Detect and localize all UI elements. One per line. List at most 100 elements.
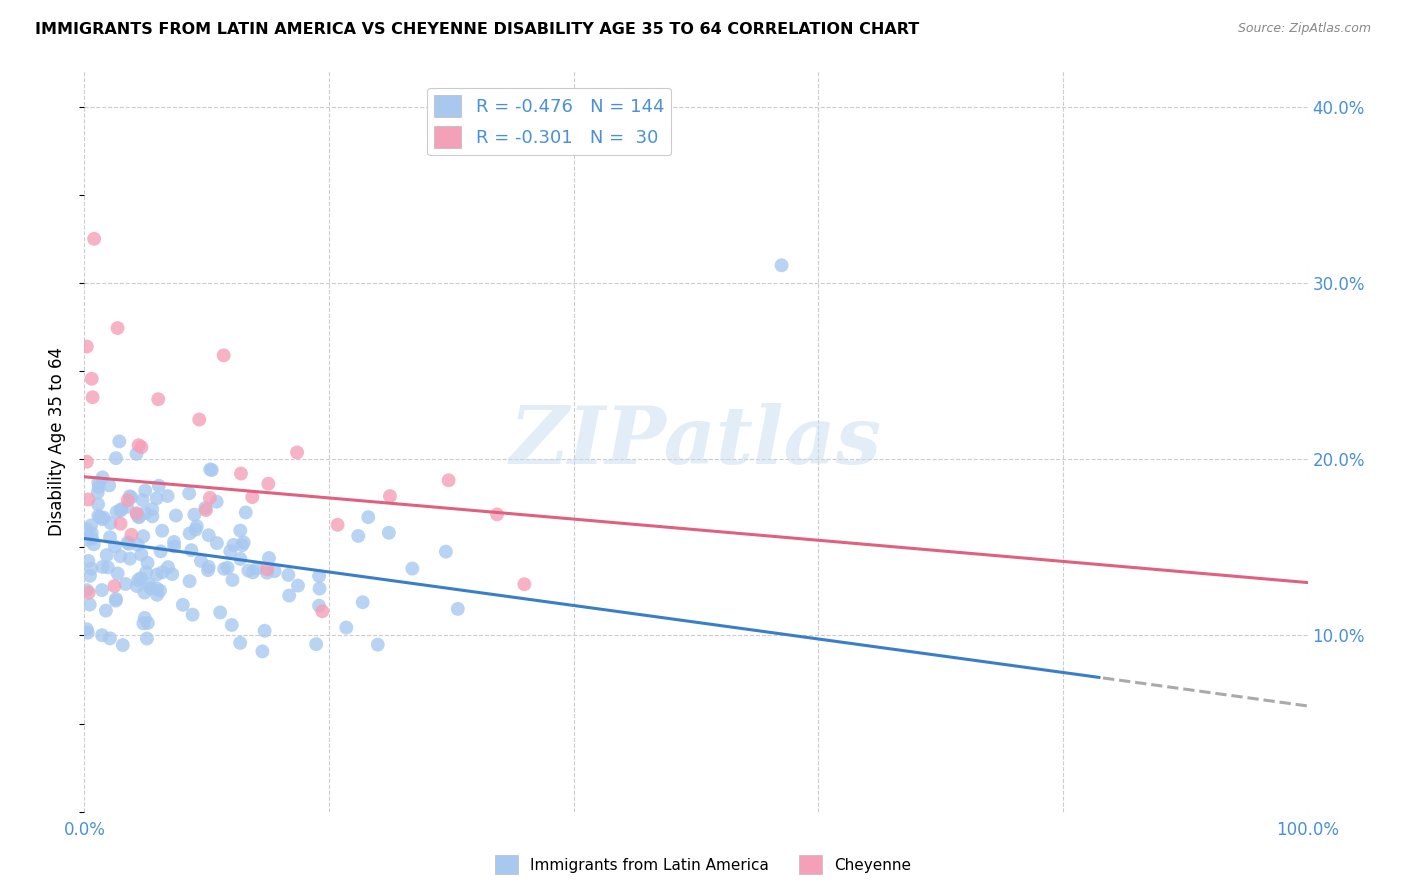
Point	[181, 607, 204, 622]
Point	[110, 549, 132, 564]
Point	[108, 434, 131, 449]
Point	[125, 447, 148, 461]
Point	[118, 537, 141, 551]
Point	[222, 538, 245, 552]
Point	[120, 527, 142, 541]
Point	[235, 505, 257, 519]
Point	[205, 494, 228, 508]
Point	[146, 567, 169, 582]
Point	[104, 593, 127, 607]
Point	[91, 470, 114, 484]
Point	[94, 604, 117, 618]
Point	[89, 510, 111, 524]
Point	[163, 540, 186, 554]
Point	[180, 543, 202, 558]
Point	[100, 516, 122, 530]
Point	[80, 372, 103, 386]
Point	[263, 564, 285, 578]
Point	[252, 644, 274, 658]
Point	[188, 412, 211, 426]
Point	[486, 508, 509, 522]
Point	[82, 390, 104, 404]
Point	[104, 540, 127, 554]
Point	[134, 506, 156, 520]
Point	[125, 506, 148, 520]
Point	[128, 509, 150, 524]
Point	[197, 559, 219, 574]
Point	[149, 583, 172, 598]
Point	[125, 579, 148, 593]
Point	[110, 503, 132, 517]
Point	[136, 556, 159, 570]
Point	[135, 632, 157, 646]
Point	[98, 530, 121, 544]
Point	[87, 508, 110, 523]
Point	[82, 532, 104, 546]
Point	[326, 517, 349, 532]
Point	[179, 574, 201, 589]
Point	[141, 509, 163, 524]
Point	[115, 500, 138, 514]
Point	[114, 577, 136, 591]
Point	[79, 598, 101, 612]
Point	[96, 548, 118, 562]
Point	[118, 489, 141, 503]
Point	[146, 582, 169, 596]
Point	[136, 615, 159, 630]
Legend: R = -0.476   N = 144, R = -0.301   N =  30: R = -0.476 N = 144, R = -0.301 N = 30	[427, 87, 672, 155]
Point	[229, 636, 252, 650]
Point	[83, 537, 105, 551]
Text: ZIPatlas: ZIPatlas	[510, 403, 882, 480]
Point	[232, 535, 254, 549]
Point	[347, 529, 370, 543]
Point	[253, 624, 276, 638]
Point	[148, 479, 170, 493]
Point	[148, 392, 170, 407]
Point	[76, 622, 98, 636]
Point	[179, 526, 201, 541]
Point	[190, 554, 212, 568]
Point	[305, 637, 328, 651]
Point	[256, 566, 278, 580]
Point	[138, 577, 160, 591]
Point	[127, 573, 149, 587]
Point	[139, 581, 162, 595]
Point	[357, 510, 380, 524]
Point	[79, 569, 101, 583]
Point	[134, 585, 156, 599]
Point	[229, 552, 252, 566]
Point	[183, 508, 205, 522]
Point	[378, 489, 401, 503]
Point	[335, 621, 357, 635]
Point	[257, 476, 280, 491]
Point	[231, 538, 253, 552]
Point	[194, 500, 217, 515]
Point	[131, 548, 153, 562]
Point	[242, 566, 264, 580]
Point	[184, 523, 207, 537]
Point	[256, 562, 278, 576]
Point	[91, 512, 114, 526]
Point	[80, 562, 103, 576]
Point	[134, 483, 156, 498]
Point	[110, 502, 132, 516]
Point	[132, 616, 155, 631]
Point	[129, 571, 152, 585]
Point	[401, 561, 423, 575]
Point	[197, 563, 219, 577]
Point	[76, 522, 98, 536]
Point	[770, 258, 793, 272]
Point	[165, 508, 187, 523]
Point	[149, 544, 172, 558]
Point	[117, 535, 139, 549]
Point	[76, 583, 98, 598]
Point	[91, 628, 114, 642]
Point	[80, 526, 103, 541]
Point	[145, 491, 167, 506]
Point	[110, 516, 132, 531]
Point	[83, 232, 105, 246]
Point	[257, 551, 280, 566]
Point	[98, 632, 121, 646]
Point	[277, 568, 299, 582]
Point	[91, 560, 114, 574]
